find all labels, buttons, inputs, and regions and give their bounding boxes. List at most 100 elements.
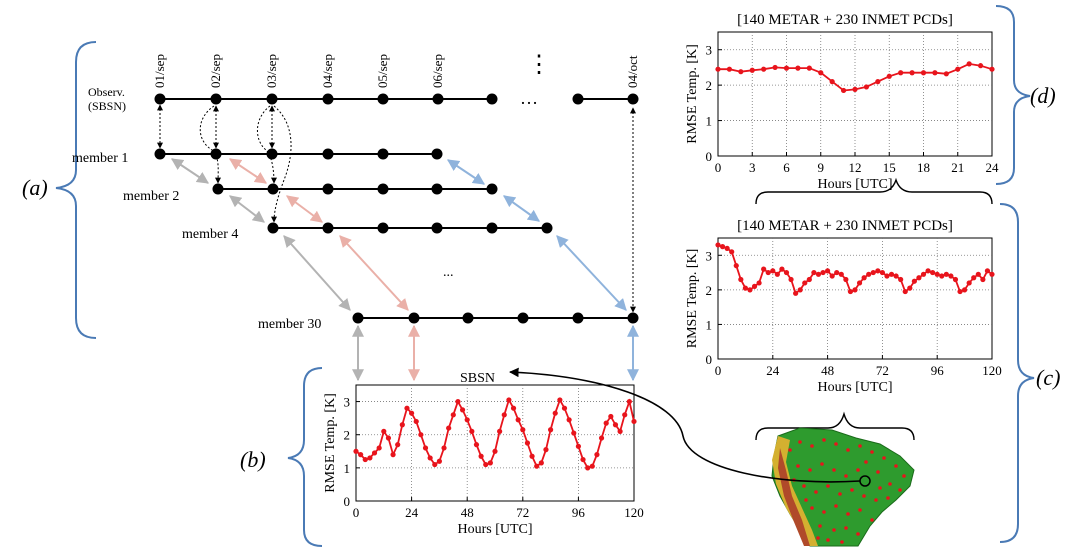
map-station-dot xyxy=(834,442,838,446)
bracket-b xyxy=(287,367,323,547)
map-station-dot xyxy=(858,508,862,512)
member-label-1: member 1 xyxy=(72,151,128,166)
data-point xyxy=(594,452,600,458)
map-station-dot xyxy=(788,448,792,452)
data-point xyxy=(575,443,582,449)
data-point xyxy=(612,422,619,428)
observation-dot xyxy=(154,93,166,105)
data-point xyxy=(631,418,637,425)
data-point xyxy=(802,280,808,286)
data-point xyxy=(492,448,498,454)
x-tick-label: 96 xyxy=(572,505,586,520)
arrow-pink-2 xyxy=(286,195,323,223)
member-2-dot xyxy=(322,183,334,195)
horizontal-ellipsis: … xyxy=(520,88,538,108)
y-tick-label: 0 xyxy=(706,352,713,367)
arrow-pink-1 xyxy=(229,158,267,184)
data-point xyxy=(742,285,749,291)
x-tick-label: 24 xyxy=(986,160,1000,175)
data-point xyxy=(825,268,831,274)
data-point xyxy=(884,273,890,279)
member-1-dot xyxy=(154,148,166,160)
member-label-2: member 2 xyxy=(123,189,179,204)
panel-label-d: (d) xyxy=(1030,83,1056,108)
x-tick-label: 0 xyxy=(715,160,722,175)
observation-dot xyxy=(572,93,584,105)
data-point xyxy=(751,283,758,289)
data-point xyxy=(779,266,785,272)
data-point xyxy=(774,271,780,277)
observation-dot xyxy=(627,93,639,105)
map-station-dot xyxy=(876,470,880,474)
data-point xyxy=(459,407,466,413)
data-point xyxy=(852,86,858,92)
date-label: 03/sep xyxy=(264,54,279,88)
south-america-map xyxy=(771,427,915,547)
data-point xyxy=(557,397,563,403)
data-point xyxy=(811,269,817,276)
map-station-dot xyxy=(840,540,844,544)
data-point xyxy=(385,435,392,441)
link-02sep-member2 xyxy=(199,105,222,184)
data-point xyxy=(783,269,790,276)
member-30-dot xyxy=(352,312,364,324)
data-point xyxy=(543,447,549,453)
map-station-dot xyxy=(798,440,802,444)
data-point xyxy=(902,288,908,295)
x-tick-label: 24 xyxy=(766,363,780,378)
y-tick-label: 3 xyxy=(706,248,713,263)
data-point xyxy=(793,290,799,296)
data-point xyxy=(390,452,396,458)
map-station-dot xyxy=(804,498,808,502)
member-2-dot xyxy=(377,183,389,195)
link-03sep-member4 xyxy=(271,105,292,223)
data-point xyxy=(497,428,503,434)
data-point xyxy=(879,269,886,276)
data-point xyxy=(943,271,949,277)
member-1-dot xyxy=(322,148,334,160)
member-30-dot xyxy=(462,312,474,324)
plot-area xyxy=(717,237,993,360)
plot-area xyxy=(717,31,993,157)
y-tick-label: 2 xyxy=(706,78,713,93)
data-point xyxy=(515,417,521,423)
data-point xyxy=(520,427,526,433)
data-point xyxy=(738,69,744,75)
x-tick-label: 120 xyxy=(982,363,1002,378)
data-point xyxy=(538,460,544,466)
y-tick-label: 1 xyxy=(706,317,713,332)
member-4-dot xyxy=(431,222,443,234)
data-point xyxy=(413,418,419,425)
data-point xyxy=(733,263,739,269)
observation-dot xyxy=(266,93,278,105)
arrow-blue-2 xyxy=(503,195,540,222)
data-point xyxy=(875,79,881,85)
member-30-dot xyxy=(408,312,420,324)
data-point xyxy=(920,271,927,277)
data-point xyxy=(861,275,867,281)
data-point xyxy=(473,442,480,448)
data-point xyxy=(608,413,614,420)
map-station-dot xyxy=(856,468,860,472)
data-point xyxy=(436,458,442,464)
data-point xyxy=(761,266,767,272)
data-point xyxy=(939,273,945,279)
observation-dot xyxy=(210,93,222,105)
chart-b: 0 1 2 3 0 24 48 72 96 120 Hours [UTC] RMSE Temp. [K… xyxy=(323,384,644,537)
data-point xyxy=(561,405,568,411)
date-label: 04/oct xyxy=(625,55,640,88)
map-station-dot xyxy=(862,494,866,498)
data-point xyxy=(925,268,931,274)
bracket-d xyxy=(995,5,1031,185)
y-tick-label: 3 xyxy=(706,43,713,58)
data-point xyxy=(622,412,628,418)
data-point xyxy=(747,287,753,293)
map-station-dot xyxy=(856,532,860,536)
map-inset xyxy=(509,367,915,547)
data-point xyxy=(989,271,995,277)
member-4-dot xyxy=(322,222,334,234)
data-point xyxy=(856,280,863,286)
data-point xyxy=(427,455,433,461)
x-tick-label: 72 xyxy=(876,363,889,378)
x-axis-label: Hours [UTC] xyxy=(457,522,532,537)
